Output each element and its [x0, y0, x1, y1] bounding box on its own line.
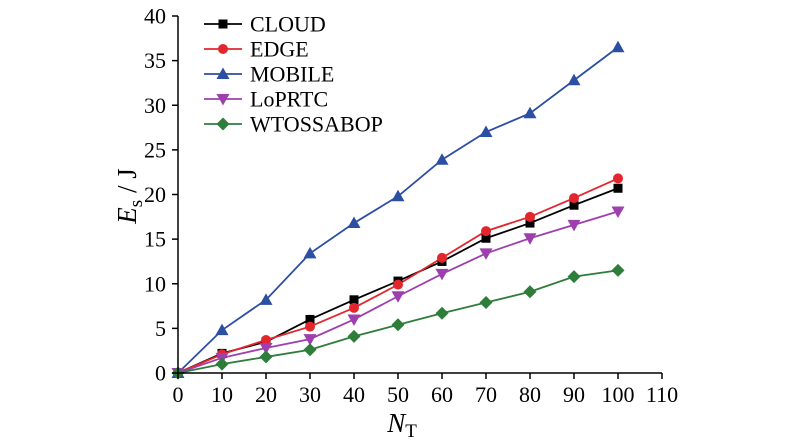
data-point [215, 357, 229, 371]
data-point [437, 252, 447, 263]
data-point [391, 291, 405, 303]
y-tick-label: 30 [144, 93, 166, 118]
x-tick-label: 80 [519, 382, 541, 407]
y-tick-label: 25 [144, 137, 166, 162]
data-point [349, 302, 359, 313]
data-point [481, 233, 491, 243]
legend-marker [218, 19, 228, 29]
data-point [523, 233, 537, 245]
data-point [523, 106, 537, 119]
x-tick-label: 90 [563, 382, 585, 407]
y-tick-label: 0 [155, 361, 166, 386]
data-point [569, 193, 579, 204]
data-point [567, 73, 581, 86]
data-point [611, 263, 625, 277]
data-point [567, 270, 581, 284]
legend-item-edge: EDGE [204, 37, 309, 62]
legend-marker [216, 67, 230, 79]
y-tick-label: 35 [144, 48, 166, 73]
data-point [569, 200, 579, 210]
data-point [567, 219, 581, 232]
y-axis-label-main: E [112, 207, 142, 225]
data-point [305, 321, 315, 332]
legend-item-loprtc: LoPRTC [204, 87, 328, 112]
y-tick-label: 20 [144, 182, 166, 207]
data-point [523, 285, 537, 299]
data-point [303, 246, 317, 259]
legend-item-cloud: CLOUD [204, 12, 326, 37]
series-points-edge [173, 173, 623, 378]
y-tick-label: 10 [144, 271, 166, 296]
x-axis-label-sub: T [405, 421, 417, 442]
data-point [347, 314, 361, 326]
data-point [611, 206, 625, 218]
data-point [393, 279, 403, 290]
legend-label: EDGE [250, 37, 309, 62]
y-axis-label: Es / J [112, 168, 147, 224]
x-tick-label: 40 [343, 382, 365, 407]
x-axis-label: NT [386, 408, 417, 442]
legend-label: MOBILE [250, 62, 334, 87]
x-tick-label: 30 [299, 382, 321, 407]
series-points-wtossabop [171, 263, 625, 380]
y-axis-label-unit: / J [112, 168, 142, 200]
legend-marker [216, 94, 230, 106]
x-tick-label: 20 [255, 382, 277, 407]
data-point [479, 295, 493, 309]
legend-label: LoPRTC [250, 87, 328, 112]
data-point [435, 153, 449, 165]
y-tick-label: 40 [144, 4, 166, 29]
x-tick-label: 10 [211, 382, 233, 407]
data-point [391, 189, 405, 202]
legend-label: CLOUD [250, 12, 326, 37]
data-point [259, 293, 273, 305]
series-layer [171, 40, 625, 380]
data-point [259, 343, 273, 355]
data-point [611, 40, 625, 53]
x-tick-label: 110 [646, 382, 678, 407]
data-point [261, 334, 271, 345]
data-point [303, 334, 317, 346]
legend-marker [216, 117, 230, 131]
data-point [525, 218, 535, 228]
data-point [305, 314, 315, 324]
legend-item-wtossabop: WTOSSABOP [204, 112, 383, 137]
x-tick-label: 100 [602, 382, 635, 407]
x-tick-label: 60 [431, 382, 453, 407]
y-tick-label: 15 [144, 227, 166, 252]
axes-layer: 0 10 20 30 40 50 60 70 80 90 100 110 0 5 10 15 20 25 30 35 4… [144, 4, 678, 408]
data-point [391, 318, 405, 332]
legend-item-mobile: MOBILE [204, 62, 334, 87]
data-point [481, 226, 491, 237]
data-point [435, 268, 449, 281]
data-point [479, 248, 493, 260]
data-point [347, 216, 361, 229]
y-tick-label: 5 [155, 316, 166, 341]
x-tick-label: 0 [173, 382, 184, 407]
data-point [613, 173, 623, 184]
data-point [347, 329, 361, 343]
data-point [303, 343, 317, 357]
data-point [215, 323, 229, 336]
data-point [479, 125, 493, 138]
data-point [435, 306, 449, 320]
data-point [259, 350, 273, 364]
data-point [525, 211, 535, 222]
x-axis-label-main: N [386, 408, 407, 438]
data-point [349, 295, 359, 305]
legend-marker [218, 44, 228, 54]
x-tick-label: 50 [387, 382, 409, 407]
series-edge [177, 177, 619, 374]
x-tick-label: 70 [475, 382, 497, 407]
legend-label: WTOSSABOP [250, 112, 383, 137]
series-line-edge [177, 177, 619, 374]
data-point [613, 183, 623, 193]
y-axis-label-sub: s [126, 200, 147, 207]
